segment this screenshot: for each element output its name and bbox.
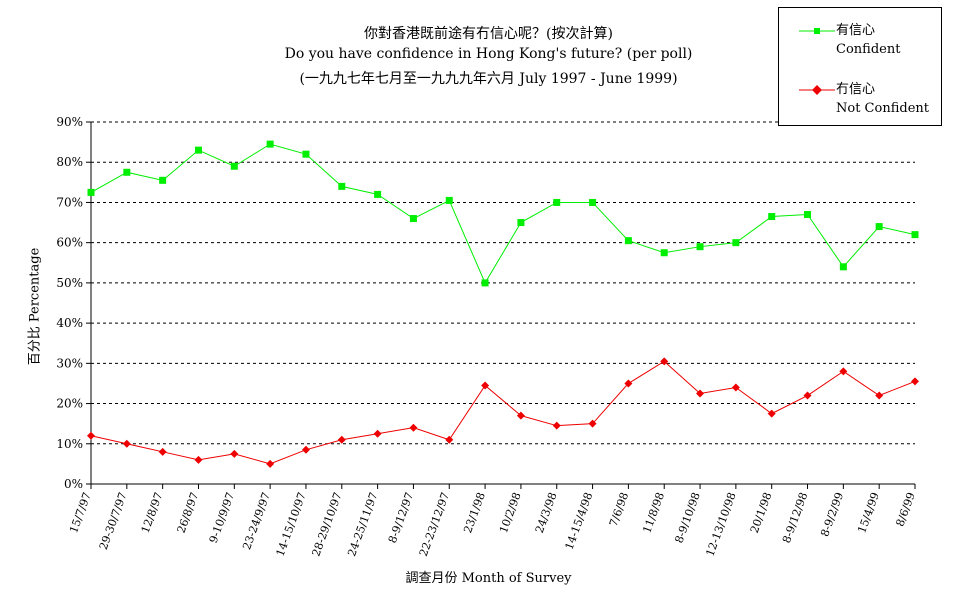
data-point-not-confident [481,381,490,390]
data-point-not-confident [266,459,275,468]
y-tick-label: 0% [64,477,83,491]
data-point-not-confident [552,421,561,430]
data-point-confident [445,196,453,204]
x-tick-label: 10/2/98 [497,491,524,535]
chart-subtitle-period: (一九九七年七月至一九九九年六月 July 1997 - June 1999) [299,71,678,87]
data-point-confident [589,198,597,206]
data-point-not-confident [301,445,310,454]
data-point-not-confident [839,367,848,376]
data-point-confident [123,168,131,176]
legend-label-not-confident: 冇信心 [836,82,876,97]
data-point-confident [302,150,310,158]
y-tick-label: 30% [56,356,83,370]
data-point-confident [481,279,489,287]
data-point-not-confident [337,435,346,444]
legend-label-confident: 有信心 [836,23,876,38]
data-point-confident [87,188,95,196]
x-tick-label: 11/8/98 [640,491,667,535]
x-tick-label: 20/1/98 [748,491,775,535]
data-point-not-confident [696,389,705,398]
data-point-not-confident [803,391,812,400]
x-tick-label: 15/4/99 [855,491,882,535]
y-tick-label: 60% [56,236,83,250]
y-tick-label: 40% [56,316,83,330]
data-point-confident [875,223,883,231]
data-point-confident [194,146,202,154]
x-axis-title: 調查月份 Month of Survey [405,571,572,586]
data-point-confident [911,231,919,239]
y-tick-label: 90% [56,115,83,129]
data-point-not-confident [911,377,919,386]
data-point-not-confident [660,357,669,366]
data-point-confident [553,198,561,206]
x-tick-label: 26/8/97 [175,491,202,535]
data-point-confident [696,243,704,251]
data-point-confident [338,182,346,190]
data-point-confident [804,211,812,219]
x-tick-label: 8-9/10/98 [672,491,702,545]
x-tick-label: 15/7/97 [67,491,94,535]
data-point-confident [517,219,525,227]
x-tick-label: 9-10/9/97 [207,491,237,545]
x-tick-label: 24/3/98 [533,491,560,535]
data-point-confident [768,213,776,221]
data-point-confident [266,140,274,148]
data-point-confident [230,162,238,170]
data-point-confident [374,190,382,198]
data-point-not-confident [445,435,454,444]
x-tick-label: 8/6/99 [893,491,917,529]
x-tick-label: 22-23/12/97 [417,491,452,559]
legend: 有信心 Confident 冇信心 Not Confident [778,7,942,126]
data-point-not-confident [516,411,525,420]
data-point-not-confident [731,383,740,392]
series-line-confident [90,143,916,284]
x-tick-label: 24-25/11/97 [345,491,380,559]
chart-subtitle: Do you have confidence in Hong Kong's fu… [284,46,693,62]
data-point-not-confident [624,379,633,388]
x-tick-label: 14-15/4/98 [563,491,596,552]
data-point-not-confident [373,429,382,438]
data-point-not-confident [230,449,239,458]
data-point-confident [839,263,847,271]
y-tick-label: 10% [56,437,83,451]
x-tick-label: 8-9/12/98 [780,491,810,545]
x-tick-label: 8-9/12/97 [386,491,416,545]
data-point-confident [409,215,417,223]
x-tick-label: 23-24/9/97 [240,491,273,552]
data-point-not-confident [875,391,884,400]
x-tick-label: 12-13/10/98 [704,491,739,559]
y-tick-label: 20% [56,397,83,411]
series-line-not-confident [90,360,916,465]
y-tick-label: 80% [56,155,83,169]
data-point-not-confident [87,431,95,440]
y-tick-label: 50% [56,276,83,290]
x-tick-label: 7/6/98 [607,491,631,529]
data-point-not-confident [409,423,418,432]
chart-title: 你對香港既前途有冇信心呢？(按次計算) [364,26,613,42]
data-point-confident [159,176,167,184]
legend-label-not-confident-en: Not Confident [836,101,929,116]
data-point-confident [624,237,632,245]
data-point-not-confident [122,439,131,448]
legend-label-confident-en: Confident [836,42,901,57]
y-tick-label: 70% [56,195,83,209]
x-tick-label: 14-15/10/97 [274,491,309,559]
data-point-confident [732,239,740,247]
legend-marker-not-confident [799,85,835,95]
x-tick-label: 29-30/7/97 [97,491,130,552]
x-tick-label: 23/1/98 [461,491,488,535]
data-point-not-confident [767,409,776,418]
legend-marker-confident [799,28,835,34]
data-point-not-confident [158,447,167,456]
x-tick-label: 8-9/2/99 [818,491,846,539]
data-point-confident [660,249,668,257]
x-tick-label: 12/8/97 [139,491,166,535]
y-axis-title: 百分比 Percentage [27,247,43,366]
data-point-not-confident [588,419,597,428]
data-point-not-confident [194,455,203,464]
x-tick-label: 28-29/10/97 [309,491,344,559]
